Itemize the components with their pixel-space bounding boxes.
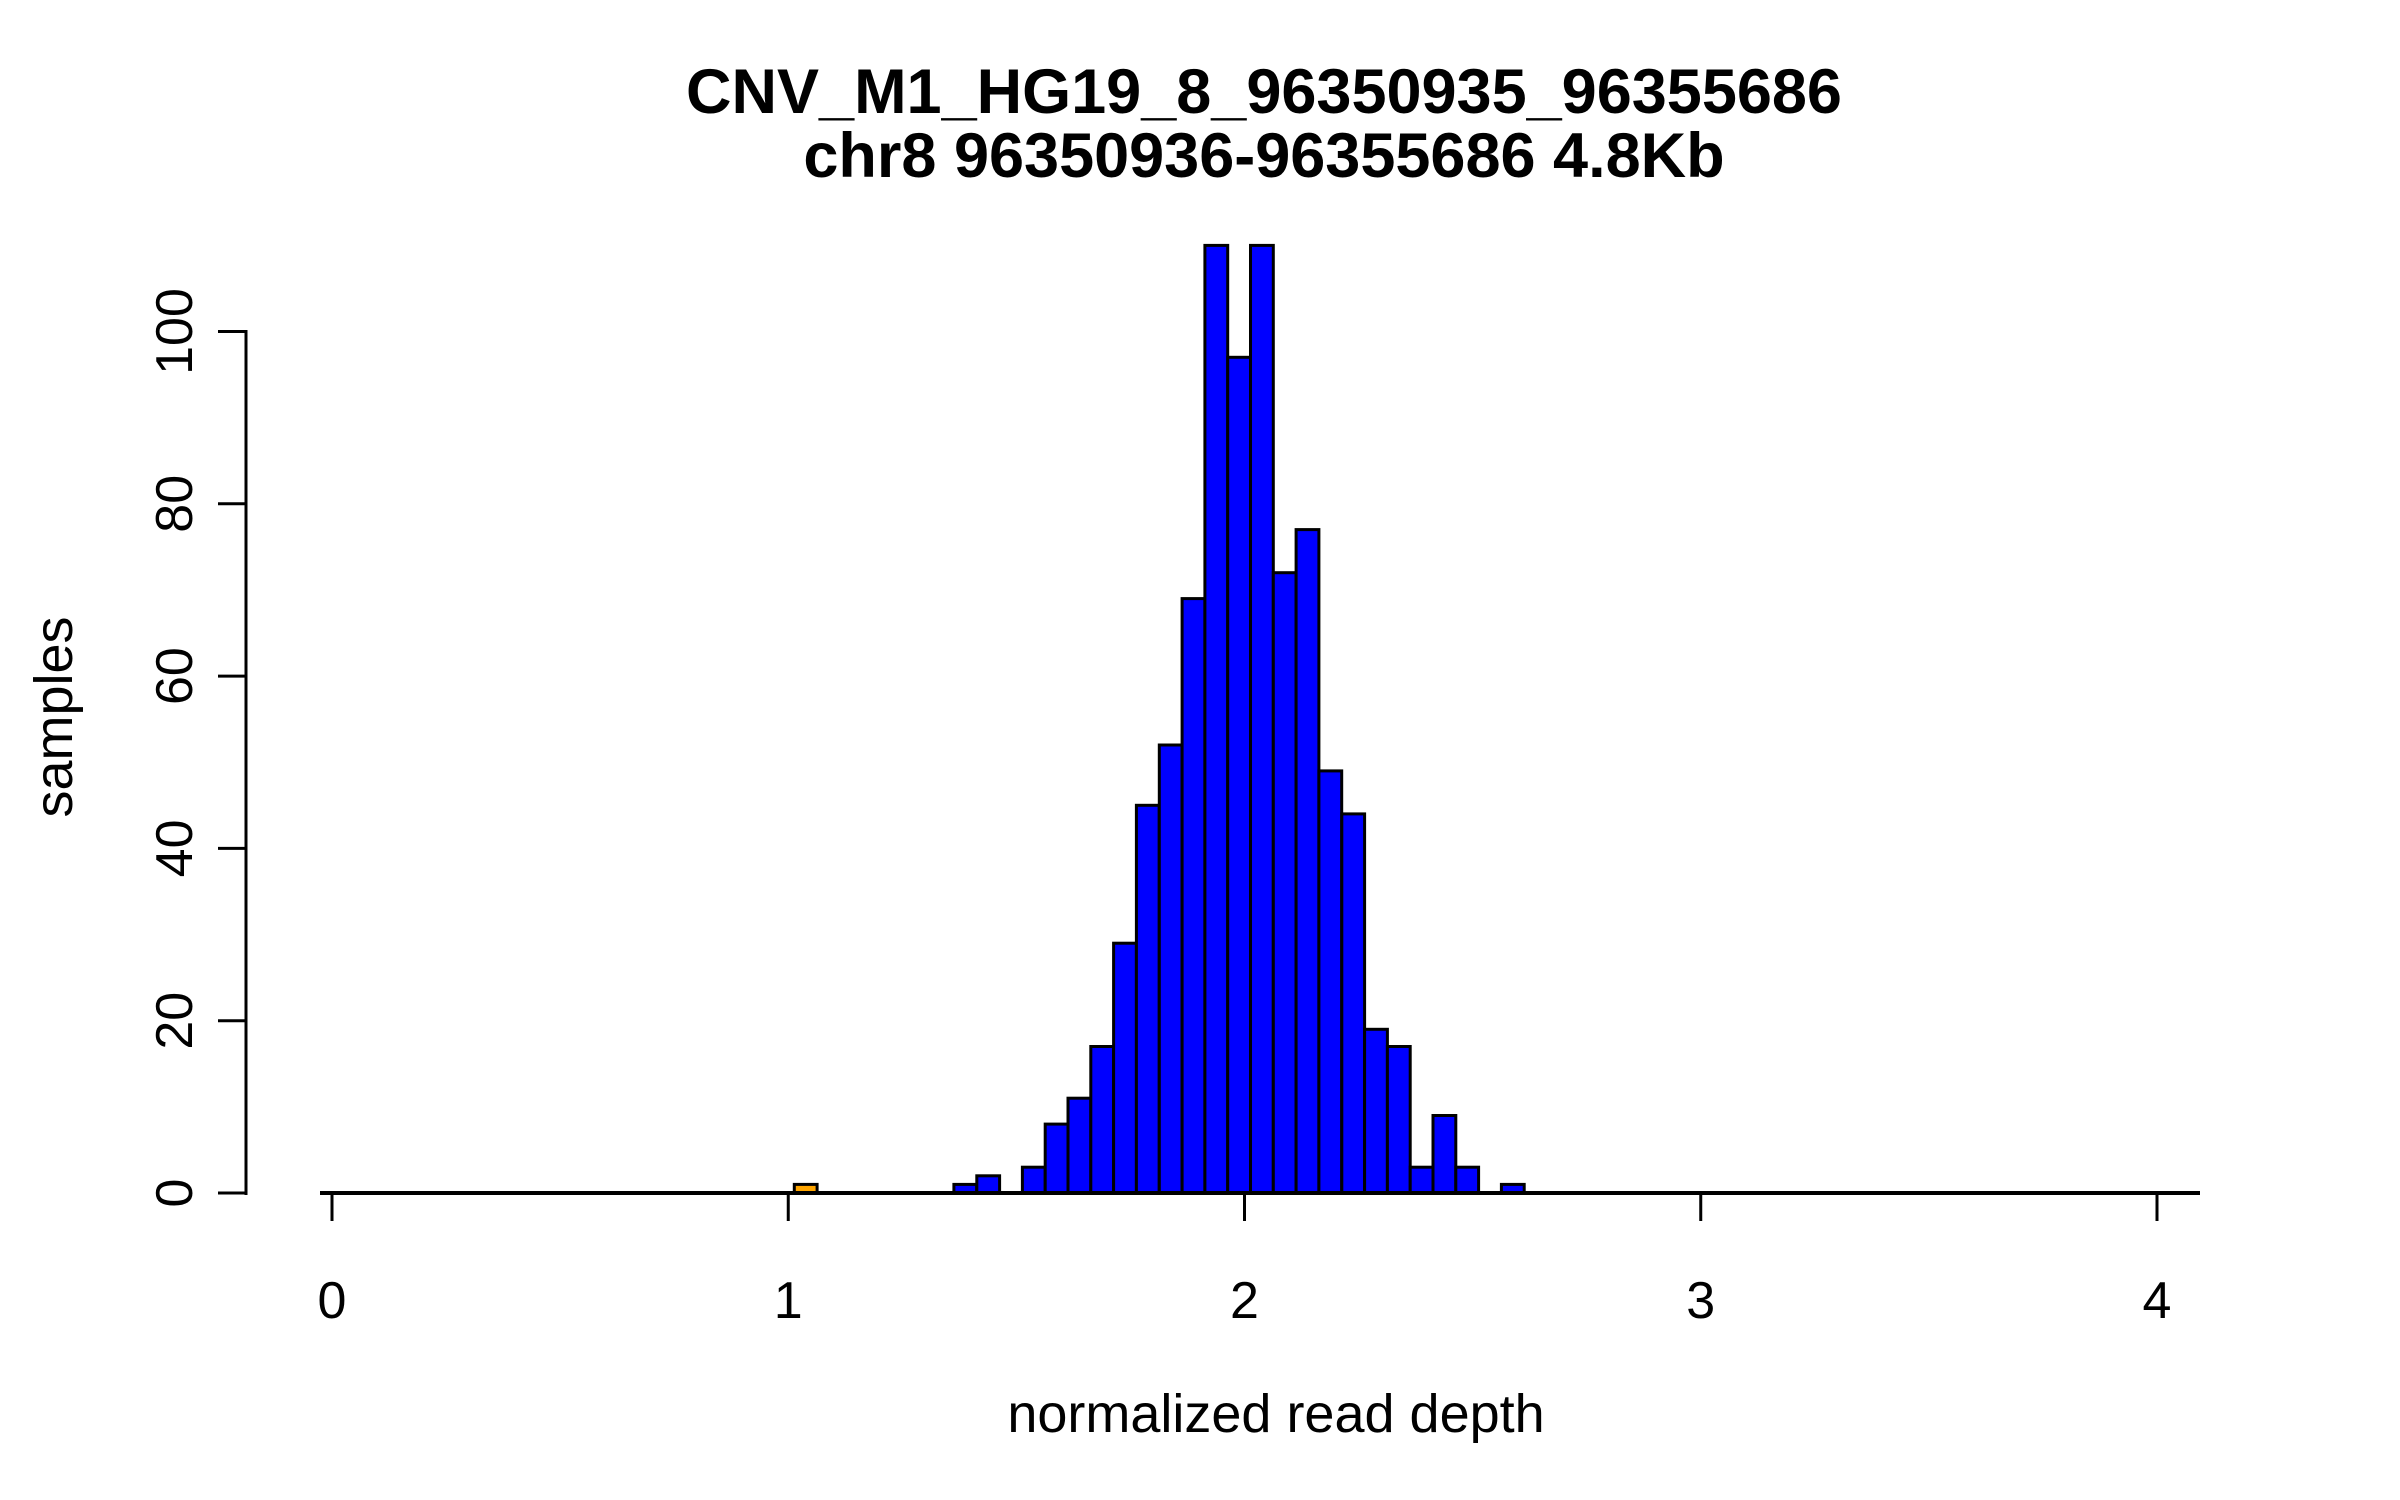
histogram-bar — [1203, 243, 1230, 1195]
histogram-bar — [1043, 1122, 1070, 1195]
histogram-bar — [1112, 941, 1138, 1195]
histogram-bar — [1431, 1114, 1458, 1195]
histogram-bar — [1180, 597, 1207, 1195]
y-tick-label-20: 20 — [146, 992, 204, 1050]
x-axis-label: normalized read depth — [1007, 1384, 1544, 1444]
histogram-bar — [1157, 743, 1184, 1195]
histogram-bar — [1134, 803, 1161, 1195]
x-tick-label-1: 1 — [774, 1272, 803, 1330]
histogram-bar — [1385, 1045, 1412, 1195]
y-tick-label-100: 100 — [146, 288, 204, 375]
histogram-bars — [792, 243, 1526, 1195]
histogram-bar — [1317, 769, 1344, 1195]
histogram-bar — [1249, 243, 1275, 1195]
histogram-bar — [975, 1174, 1002, 1195]
axes — [218, 330, 2200, 1221]
x-tick-label-4: 4 — [2143, 1272, 2172, 1330]
histogram-bar — [1408, 1165, 1435, 1195]
y-tick-label-60: 60 — [146, 647, 204, 705]
histogram-bar — [1294, 528, 1321, 1195]
histogram-bar — [1340, 812, 1367, 1195]
histogram-bar — [1066, 1096, 1093, 1195]
y-axis-label: samples — [24, 616, 84, 817]
x-tick-label-3: 3 — [1686, 1272, 1715, 1330]
histogram-bar — [1020, 1165, 1047, 1195]
histogram-bar — [1226, 355, 1252, 1195]
y-tick-label-40: 40 — [146, 819, 204, 877]
x-tick-label-0: 0 — [318, 1272, 347, 1330]
histogram-bar — [1454, 1165, 1481, 1195]
chart-title-line1: CNV_M1_HG19_8_96350935_96355686 — [686, 57, 1842, 127]
chart-title-line2: chr8 96350936-96355686 4.8Kb — [803, 121, 1724, 191]
histogram-bar — [1363, 1027, 1389, 1195]
histogram-bar — [1271, 571, 1298, 1195]
y-tick-label-80: 80 — [146, 475, 204, 533]
histogram-bar — [1089, 1045, 1116, 1195]
x-tick-label-2: 2 — [1230, 1272, 1259, 1330]
y-tick-label-0: 0 — [146, 1179, 204, 1208]
